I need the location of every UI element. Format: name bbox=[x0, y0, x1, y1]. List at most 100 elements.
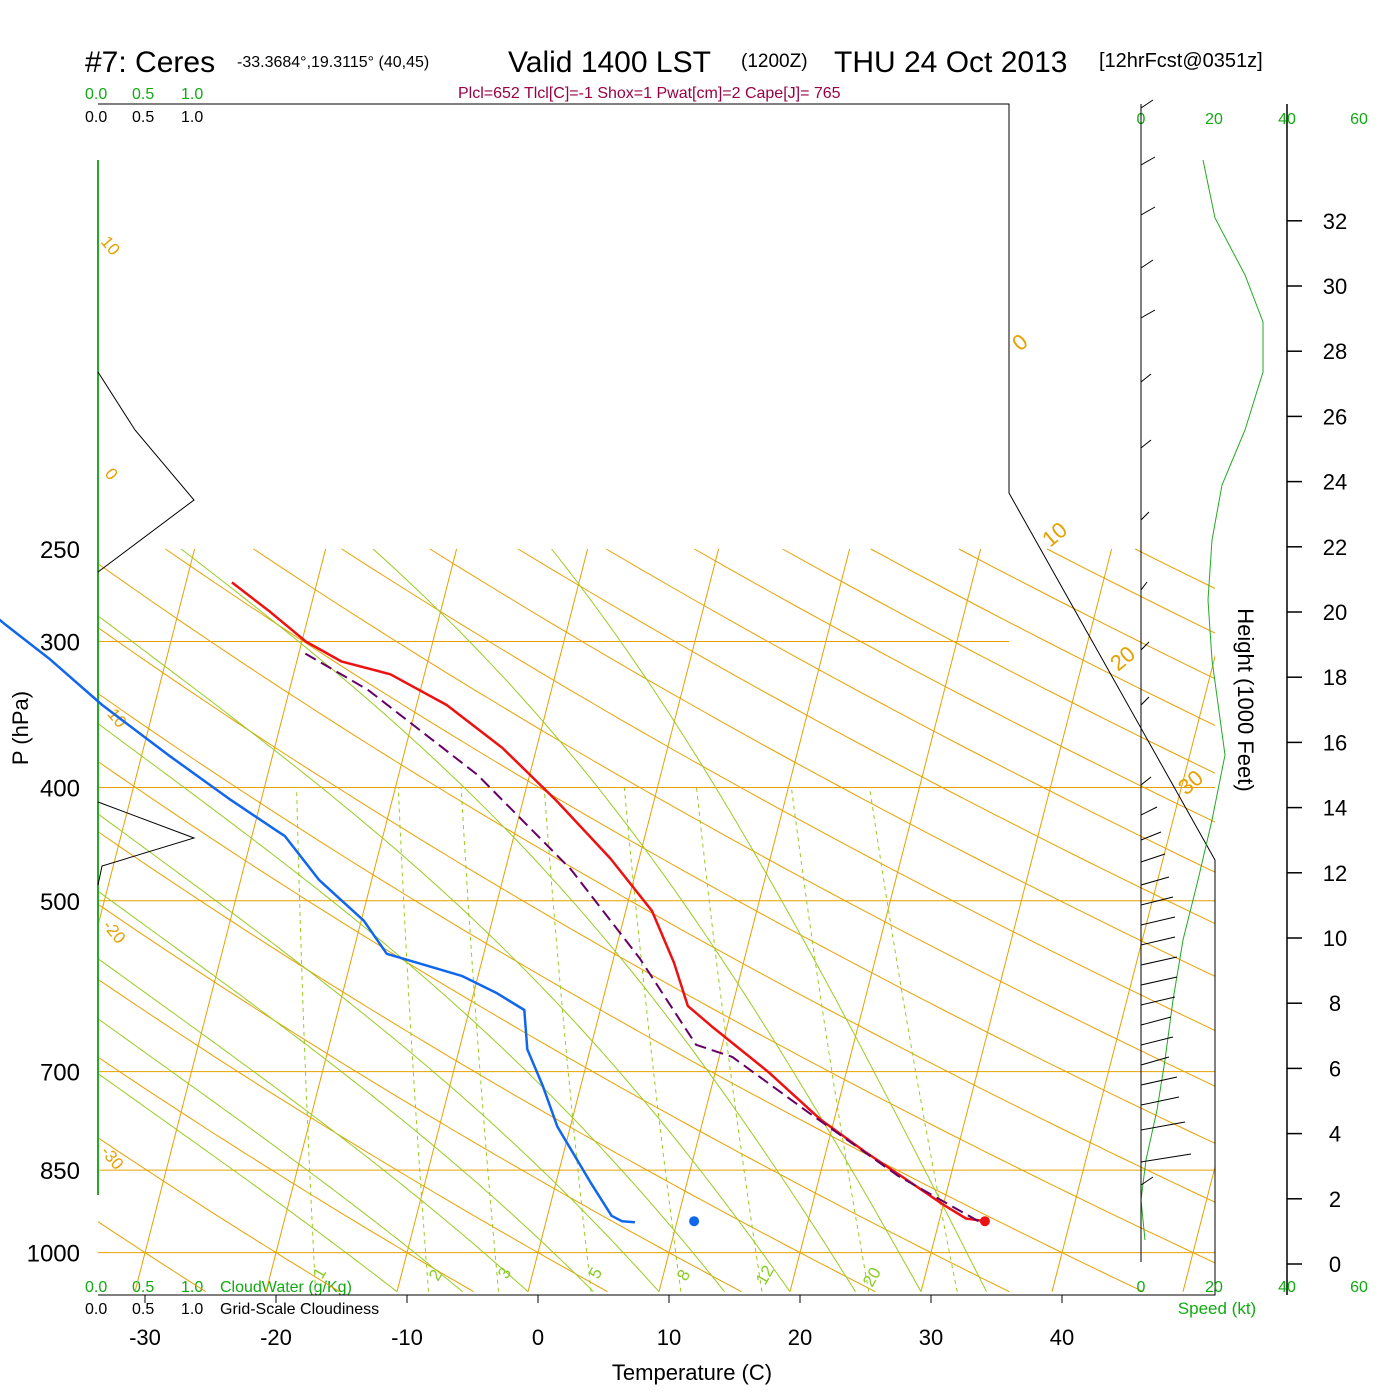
parcel-profile bbox=[301, 650, 979, 1223]
pressure-tick-label: 250 bbox=[40, 537, 80, 564]
wind-barb bbox=[1140, 896, 1174, 906]
moist-adiabat bbox=[372, 548, 922, 1292]
isotherm-label-left-10: 10 bbox=[97, 232, 124, 259]
moist-adiabat bbox=[98, 615, 791, 1292]
wind-barb bbox=[1140, 1016, 1172, 1026]
x-tick-label: 40 bbox=[1050, 1325, 1074, 1350]
wind-barb bbox=[1140, 831, 1162, 841]
height-tick-label: 2 bbox=[1329, 1187, 1341, 1212]
dewpoint-profile bbox=[0, 618, 636, 1224]
height-tick-label: 26 bbox=[1323, 404, 1347, 429]
mixing-ratio-line bbox=[543, 787, 592, 1292]
mixing-ratio-label-8: 8 bbox=[673, 1266, 694, 1284]
moist-adiabat bbox=[98, 1073, 398, 1293]
surface-dewpoint-marker bbox=[689, 1216, 700, 1227]
valid-date: THU 24 Oct 2013 bbox=[834, 46, 1067, 79]
dry-adiabat bbox=[98, 1056, 474, 1293]
dry-adiabat bbox=[1312, 549, 1400, 1292]
wind-barb bbox=[1140, 1176, 1154, 1186]
cloud-scale-top-black-0: 0.0 bbox=[85, 109, 107, 126]
isotherm-label-right-20: 20 bbox=[1105, 641, 1140, 676]
wind-barb bbox=[1140, 1036, 1174, 1046]
x-tick-label: -30 bbox=[129, 1325, 161, 1350]
isotherm-label-left-m20: -20 bbox=[99, 916, 129, 947]
height-tick-label: 32 bbox=[1323, 209, 1347, 234]
isotherm-label-left-0: 0 bbox=[101, 464, 122, 483]
station-title: #7: Ceres bbox=[85, 46, 215, 79]
isotherm-label-right-10: 10 bbox=[1037, 517, 1072, 552]
isotherm-line bbox=[920, 548, 1113, 1292]
mixing-ratio-line bbox=[696, 787, 763, 1292]
moist-adiabat bbox=[551, 548, 987, 1292]
wind-barb bbox=[1140, 1121, 1186, 1131]
height-tick-label: 10 bbox=[1323, 926, 1347, 951]
x-tick-label: 0 bbox=[532, 1325, 544, 1350]
plot-frame bbox=[97, 103, 1216, 1296]
dry-adiabat bbox=[98, 692, 1144, 1293]
speed-top-3: 60 bbox=[1350, 111, 1368, 128]
isotherm-label-left-m30: -30 bbox=[97, 1142, 127, 1173]
cloud-scale-bottom-black-0: 0.0 bbox=[85, 1301, 107, 1318]
cloudiness-lower bbox=[97, 801, 196, 886]
x-tick-label: 30 bbox=[919, 1325, 943, 1350]
x-axis: -30 -20 -10 0 10 20 30 40 bbox=[129, 1295, 1074, 1350]
wind-barb bbox=[1140, 776, 1152, 786]
height-tick-label: 28 bbox=[1323, 339, 1347, 364]
speed-top-2: 40 bbox=[1278, 111, 1296, 128]
height-tick-label: 4 bbox=[1329, 1122, 1341, 1147]
wind-barb bbox=[1140, 876, 1170, 886]
wind-barb bbox=[1140, 99, 1154, 109]
wind-barbs bbox=[1140, 99, 1192, 1262]
station-coords: -33.3684°,19.3115° (40,45) bbox=[237, 54, 429, 71]
x-tick-label: -20 bbox=[260, 1325, 292, 1350]
speed-bottom-3: 60 bbox=[1350, 1279, 1368, 1296]
pressure-tick-label: 300 bbox=[40, 630, 80, 657]
speed-bottom-2: 40 bbox=[1278, 1279, 1296, 1296]
isotherm-line bbox=[98, 548, 196, 928]
height-tick-label: 16 bbox=[1323, 730, 1347, 755]
mixing-ratio-line bbox=[623, 787, 682, 1292]
wind-barb bbox=[1140, 1153, 1192, 1163]
cloud-scale-top-green-1: 0.5 bbox=[132, 86, 154, 103]
height-tick-label: 30 bbox=[1323, 274, 1347, 299]
dry-adiabat bbox=[165, 548, 1215, 1144]
cloud-scale-bottom-green-2: 1.0 bbox=[181, 1279, 203, 1296]
cloud-scale-bottom-green-1: 0.5 bbox=[132, 1279, 154, 1296]
isotherm-line bbox=[527, 548, 720, 1292]
mixing-ratio-line bbox=[869, 787, 958, 1292]
wind-barb bbox=[1140, 156, 1156, 166]
isotherm-line bbox=[396, 548, 589, 1292]
wind-barb bbox=[1140, 996, 1176, 1006]
isotherm-line bbox=[1051, 654, 1215, 1292]
mixing-ratio-line bbox=[460, 787, 499, 1292]
moist-adiabat bbox=[98, 722, 725, 1293]
wind-barb bbox=[1140, 309, 1156, 319]
wind-barb bbox=[1140, 806, 1158, 816]
wind-barb bbox=[1140, 696, 1150, 706]
dry-adiabat bbox=[98, 1137, 340, 1293]
height-tick-label: 22 bbox=[1323, 535, 1347, 560]
cloud-scale-bottom-green-0: 0.0 bbox=[85, 1279, 107, 1296]
cloud-scale-top-black-2: 1.0 bbox=[181, 109, 203, 126]
dry-adiabat bbox=[429, 548, 1215, 977]
background-lines bbox=[98, 548, 1400, 1293]
moist-adiabat bbox=[98, 813, 660, 1293]
speed-axis: 0 20 40 60 0 20 40 60 Speed (kt) bbox=[1137, 111, 1368, 1318]
mixing-ratio-line bbox=[790, 787, 870, 1292]
wind-barb bbox=[1140, 259, 1154, 269]
wind-barb bbox=[1140, 936, 1176, 946]
valid-time: Valid 1400 LST bbox=[508, 46, 711, 79]
pressure-tick-label: 500 bbox=[40, 889, 80, 916]
moist-adiabat bbox=[98, 958, 529, 1293]
isotherm-line bbox=[265, 548, 458, 1292]
pressure-axis: 250 300 400 500 700 850 1000 bbox=[27, 537, 80, 1268]
height-tick-label: 6 bbox=[1329, 1056, 1341, 1081]
cloud-scale-top-green-0: 0.0 bbox=[85, 86, 107, 103]
height-tick-label: 14 bbox=[1323, 796, 1347, 821]
moist-adiabat bbox=[98, 1018, 463, 1293]
dry-adiabat bbox=[517, 548, 1215, 925]
mixing-ratio-label-12: 12 bbox=[752, 1262, 778, 1288]
pressure-tick-label: 400 bbox=[40, 776, 80, 803]
wind-barb bbox=[1140, 956, 1178, 966]
